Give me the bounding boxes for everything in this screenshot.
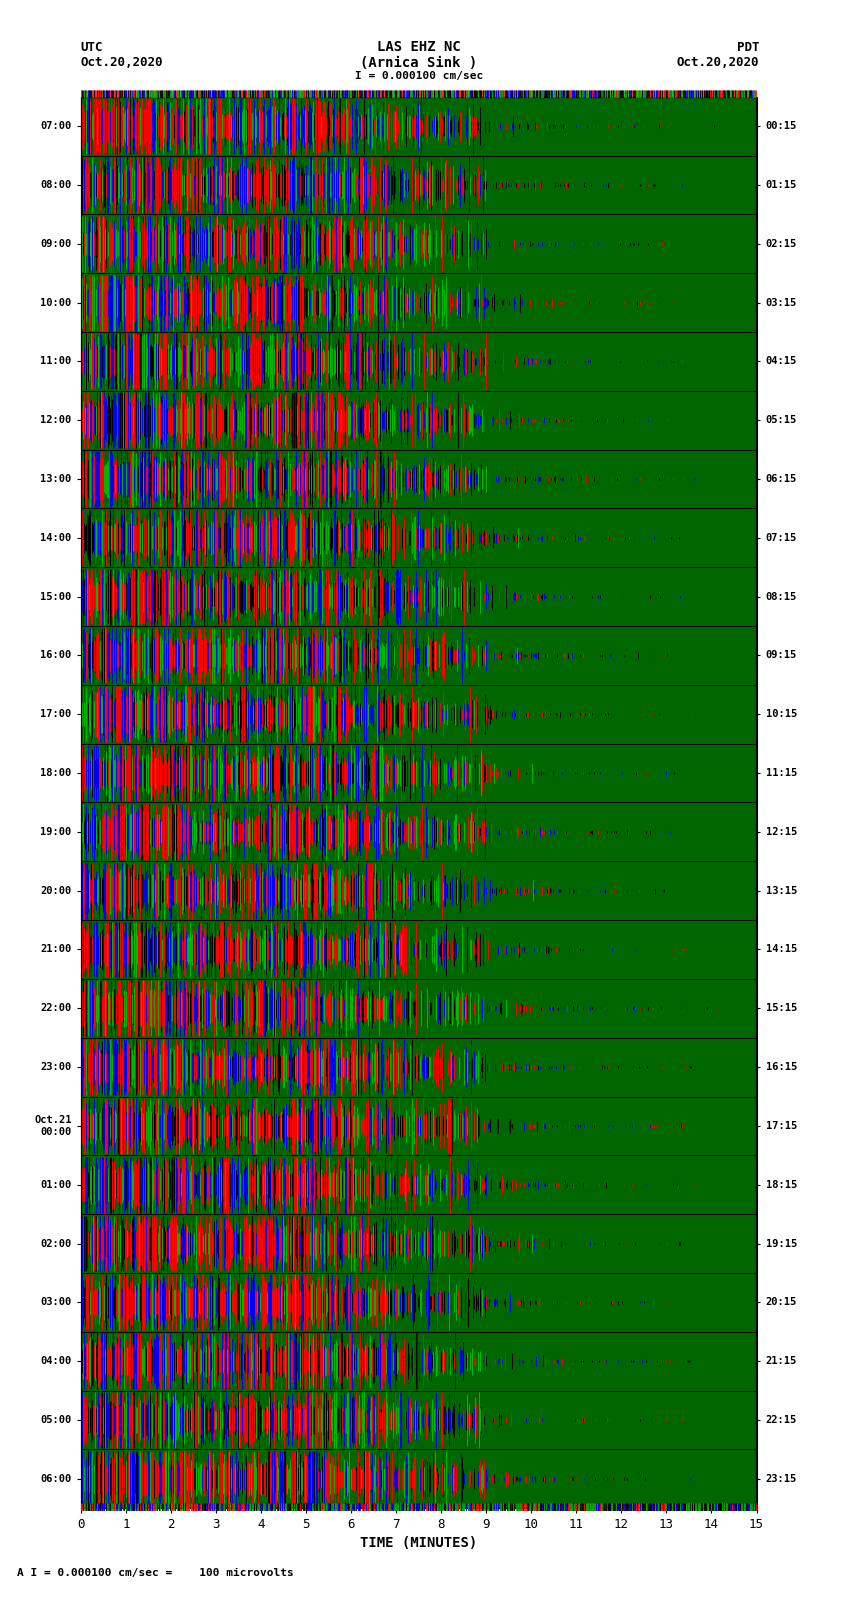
Text: Oct.20,2020: Oct.20,2020 [81, 55, 163, 69]
Text: A I = 0.000100 cm/sec =    100 microvolts: A I = 0.000100 cm/sec = 100 microvolts [17, 1568, 294, 1578]
Text: LAS EHZ NC: LAS EHZ NC [377, 40, 461, 53]
Text: PDT: PDT [737, 40, 759, 53]
Text: I = 0.000100 cm/sec: I = 0.000100 cm/sec [355, 71, 483, 82]
Text: UTC: UTC [81, 40, 103, 53]
Text: (Arnica Sink ): (Arnica Sink ) [360, 56, 478, 71]
Text: Oct.20,2020: Oct.20,2020 [677, 55, 759, 69]
X-axis label: TIME (MINUTES): TIME (MINUTES) [360, 1537, 477, 1550]
